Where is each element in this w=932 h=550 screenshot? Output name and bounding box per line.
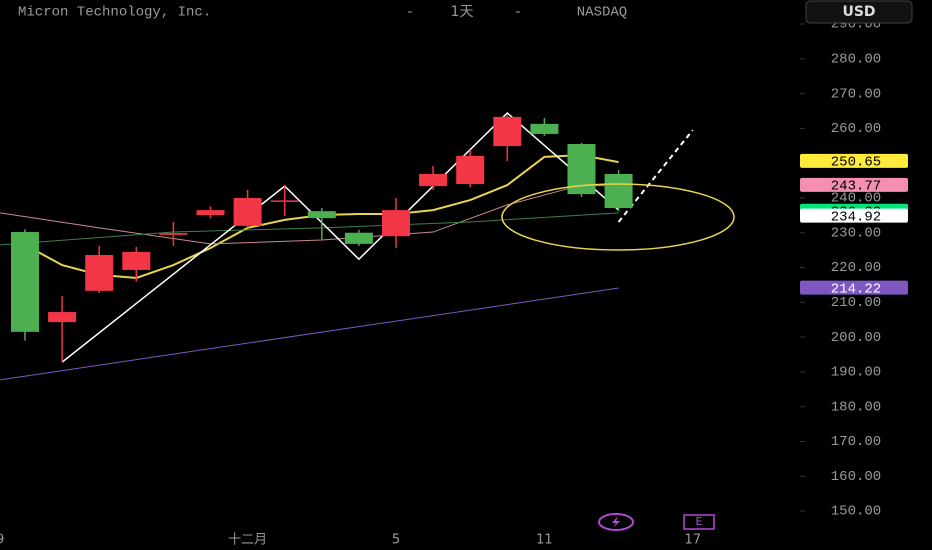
candle-body bbox=[493, 116, 522, 147]
x-tick-label: 十二月 bbox=[228, 533, 267, 548]
candle-body bbox=[381, 210, 410, 237]
candle-body bbox=[344, 232, 373, 244]
currency-button[interactable]: USD bbox=[805, 0, 913, 24]
candle-body bbox=[122, 251, 151, 270]
y-tick-label: 170.00 bbox=[831, 434, 881, 450]
y-tick-label: 270.00 bbox=[831, 86, 881, 102]
interval: 1天 bbox=[451, 4, 474, 20]
x-tick-label: 17 bbox=[685, 533, 702, 548]
events-box[interactable] bbox=[683, 514, 715, 530]
chart-title: Micron Technology, Inc. bbox=[18, 5, 211, 21]
indicator-line bbox=[61, 112, 620, 363]
price-tag-label: 214.22 bbox=[831, 281, 881, 297]
y-tick-label: 210.00 bbox=[831, 295, 881, 311]
lightning-icon[interactable] bbox=[598, 513, 634, 531]
y-tick-label: 190.00 bbox=[831, 365, 881, 381]
title-separator: - bbox=[406, 5, 414, 21]
currency-button-box[interactable] bbox=[805, 0, 913, 24]
x-tick-label: 5 bbox=[392, 533, 400, 548]
candle-body bbox=[48, 312, 77, 323]
price-tag bbox=[800, 177, 908, 192]
y-tick-label: 220.00 bbox=[831, 260, 881, 276]
candle-body bbox=[270, 200, 299, 202]
candle-body bbox=[85, 254, 114, 291]
events-label[interactable]: E bbox=[696, 515, 703, 528]
price-tag bbox=[800, 280, 908, 295]
y-tick-label: 160.00 bbox=[831, 469, 881, 485]
candle-body bbox=[159, 233, 188, 235]
price-tag bbox=[800, 208, 908, 223]
x-tick-label: 9 bbox=[0, 533, 4, 548]
indicator-line bbox=[0, 287, 619, 381]
y-tick-label: 260.00 bbox=[831, 121, 881, 137]
lightning-circle[interactable] bbox=[598, 513, 634, 531]
events-icon[interactable]: E bbox=[683, 514, 715, 530]
price-tag bbox=[800, 153, 908, 168]
candle-body bbox=[419, 173, 448, 187]
candle-body bbox=[307, 211, 336, 219]
title-separator: - bbox=[514, 5, 522, 21]
annotation-ellipse bbox=[501, 183, 735, 251]
y-tick-label: 150.00 bbox=[831, 504, 881, 520]
currency-label[interactable]: USD bbox=[842, 4, 875, 20]
candle-body bbox=[456, 155, 485, 185]
candle-body bbox=[11, 232, 40, 332]
y-tick-label: 200.00 bbox=[831, 330, 881, 346]
y-tick-label: 180.00 bbox=[831, 399, 881, 415]
candle-body bbox=[604, 173, 633, 209]
price-tag-label: 250.65 bbox=[831, 155, 881, 171]
lightning-glyph[interactable] bbox=[612, 516, 620, 528]
y-tick-label: 230.00 bbox=[831, 225, 881, 241]
y-tick-label: 280.00 bbox=[831, 51, 881, 67]
price-axis: 150.00 160.00 170.00 180.00 190.00 200.00 210.… bbox=[0, 17, 908, 548]
candle-body bbox=[233, 197, 262, 226]
candle-body bbox=[530, 123, 559, 134]
candle-body bbox=[196, 210, 225, 215]
exchange: NASDAQ bbox=[577, 5, 627, 21]
x-tick-label: 11 bbox=[536, 533, 553, 548]
price-tag-label: 234.92 bbox=[831, 209, 881, 225]
price-tag-label: 243.77 bbox=[831, 179, 881, 195]
y-tick-label: 240.00 bbox=[831, 191, 881, 207]
